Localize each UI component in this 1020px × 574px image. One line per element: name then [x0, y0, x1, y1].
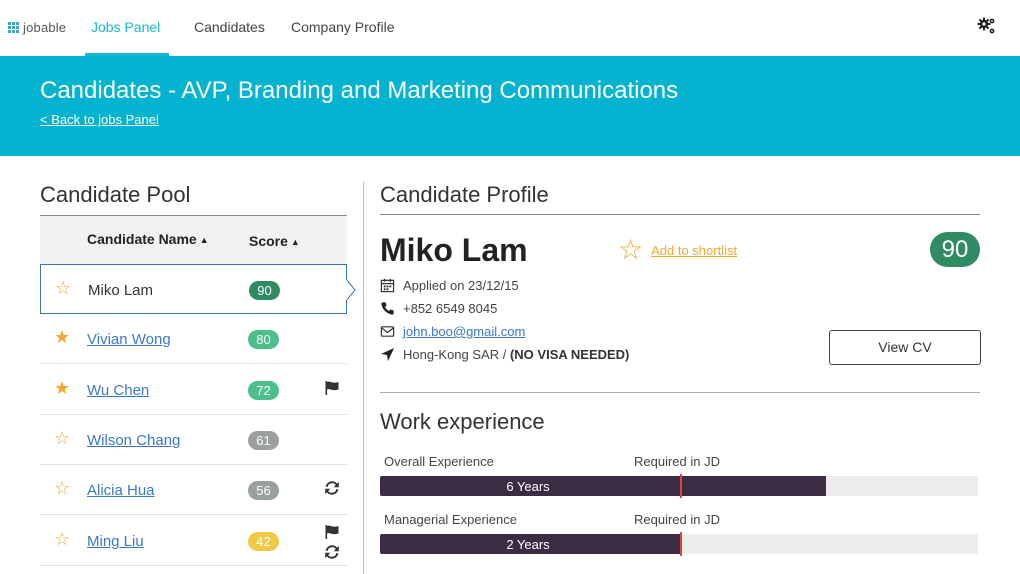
score-badge: 72 — [248, 381, 279, 400]
experience-value: 2 Years — [506, 537, 550, 552]
refresh-icon[interactable] — [324, 544, 340, 560]
sort-icon: ▲︎ — [290, 237, 300, 247]
add-to-shortlist-link[interactable]: Add to shortlist — [651, 242, 738, 258]
add-to-shortlist[interactable]: ☆ Add to shortlist — [618, 236, 737, 264]
candidate-pool-title: Candidate Pool — [40, 182, 191, 207]
experience-label: Managerial Experience — [384, 512, 517, 527]
candidate-name: Miko Lam — [380, 232, 528, 268]
logo-dots-icon — [8, 22, 19, 33]
back-to-jobs-link[interactable]: < Back to jobs Panel — [40, 112, 159, 127]
star-outline-icon[interactable]: ☆ — [54, 428, 71, 448]
candidate-row[interactable]: ★ Vivian Wong 80 — [40, 314, 347, 364]
star-outline-icon[interactable]: ☆ — [55, 278, 72, 298]
refresh-icon[interactable] — [324, 480, 340, 496]
panel-divider — [363, 182, 364, 574]
experience-label: Overall Experience — [384, 454, 494, 469]
phone: +852 6549 8045 — [380, 301, 497, 316]
phone-text: +852 6549 8045 — [403, 301, 498, 316]
nav-jobs-panel[interactable]: Jobs Panel — [91, 19, 161, 35]
experience-value: 6 Years — [506, 479, 550, 494]
nav-candidates[interactable]: Candidates — [194, 19, 265, 35]
star-filled-icon[interactable]: ★ — [54, 378, 71, 398]
view-cv-button[interactable]: View CV — [829, 330, 981, 365]
email: john.boo@gmail.com — [380, 324, 525, 339]
email-link[interactable]: john.boo@gmail.com — [403, 324, 526, 339]
experience-bar: 6 Years — [380, 474, 978, 498]
required-marker — [680, 474, 682, 498]
candidate-name-link[interactable]: Alicia Hua — [87, 482, 155, 499]
score-badge: 80 — [248, 330, 279, 349]
selected-pointer-icon — [346, 279, 356, 301]
score-badge: 61 — [248, 431, 279, 450]
top-nav: jobable Jobs Panel Candidates Company Pr… — [0, 0, 1020, 56]
flag-icon[interactable] — [324, 524, 340, 540]
column-header-score[interactable]: Score ▲︎ — [249, 233, 300, 249]
nav-company-profile[interactable]: Company Profile — [291, 19, 395, 35]
page-banner: Candidates - AVP, Branding and Marketing… — [0, 56, 1020, 156]
experience-bar-fill — [380, 476, 826, 496]
candidate-score-badge: 90 — [930, 232, 980, 267]
gears-icon[interactable] — [977, 16, 997, 36]
visa-status: (NO VISA NEEDED) — [509, 347, 630, 362]
profile-divider-2 — [380, 392, 980, 393]
score-badge: 56 — [248, 481, 279, 500]
column-header-name[interactable]: Candidate Name ▲︎ — [87, 231, 209, 247]
candidate-name-link[interactable]: Wilson Chang — [87, 432, 181, 449]
candidate-row[interactable]: ☆ Miko Lam 90 — [40, 264, 347, 314]
work-experience-title: Work experience — [380, 409, 545, 434]
page-title: Candidates - AVP, Branding and Marketing… — [40, 77, 679, 104]
candidate-row[interactable]: ☆ Alicia Hua 56 — [40, 465, 347, 515]
required-marker — [680, 532, 682, 556]
candidate-name-link[interactable]: Wu Chen — [87, 382, 150, 399]
profile-divider — [380, 214, 980, 215]
required-in-jd-label: Required in JD — [634, 512, 720, 527]
experience-bar-fill — [380, 534, 680, 554]
candidate-profile-title: Candidate Profile — [380, 182, 549, 207]
required-in-jd-label: Required in JD — [634, 454, 720, 469]
candidate-name-link[interactable]: Vivian Wong — [87, 331, 171, 348]
pool-divider — [40, 215, 347, 216]
logo-text: jobable — [23, 20, 67, 35]
candidate-row[interactable]: ☆ Ming Liu 42 — [40, 516, 347, 566]
location-arrow-icon — [380, 347, 395, 362]
phone-icon — [381, 302, 394, 315]
star-outline-icon[interactable]: ☆ — [54, 529, 71, 549]
candidate-name-link[interactable]: Ming Liu — [87, 533, 144, 550]
applied-date: Applied on 23/12/15 — [380, 278, 519, 293]
star-filled-icon[interactable]: ★ — [54, 327, 71, 347]
calendar-icon — [380, 278, 395, 293]
sort-icon: ▲︎ — [199, 235, 209, 245]
candidate-row[interactable]: ★ Wu Chen 72 — [40, 365, 347, 415]
logo[interactable]: jobable — [8, 20, 66, 35]
experience-bar: 2 Years — [380, 532, 978, 556]
candidate-name-link[interactable]: Miko Lam — [88, 282, 154, 299]
star-outline-icon[interactable]: ☆ — [618, 234, 644, 265]
location-text: Hong-Kong SAR / — [403, 347, 507, 362]
applied-text: Applied on 23/12/15 — [403, 278, 519, 293]
candidate-row[interactable]: ☆ Wilson Chang 61 — [40, 415, 347, 465]
pool-table-header: Candidate Name ▲︎ Score ▲︎ — [40, 216, 347, 264]
star-outline-icon[interactable]: ☆ — [54, 478, 71, 498]
envelope-icon — [380, 326, 395, 337]
score-badge: 90 — [249, 281, 280, 300]
nav-active-underline — [85, 53, 169, 56]
flag-icon[interactable] — [324, 380, 340, 396]
location: Hong-Kong SAR / (NO VISA NEEDED) — [380, 347, 629, 362]
score-badge: 42 — [248, 532, 279, 551]
